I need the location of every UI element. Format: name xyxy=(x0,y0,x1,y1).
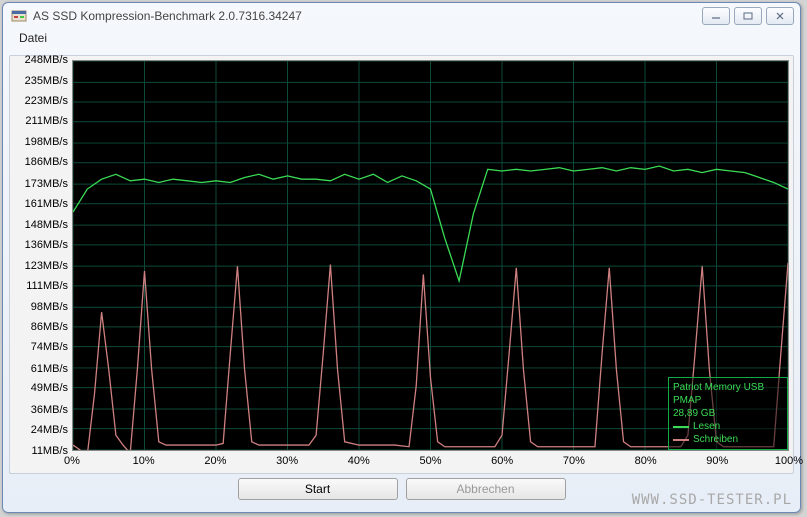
app-icon xyxy=(11,8,27,24)
legend-read-label: Lesen xyxy=(693,420,720,433)
x-tick-label: 40% xyxy=(348,455,370,467)
minimize-button[interactable] xyxy=(702,7,730,25)
y-tick-label: 223MB/s xyxy=(25,95,68,107)
menu-file[interactable]: Datei xyxy=(13,29,53,47)
cancel-button[interactable]: Abbrechen xyxy=(406,478,566,500)
y-tick-label: 186MB/s xyxy=(25,156,68,168)
x-tick-label: 100% xyxy=(775,455,803,467)
maximize-button[interactable] xyxy=(734,7,762,25)
legend-model: PMAP xyxy=(673,394,783,407)
legend-read-swatch xyxy=(673,426,689,428)
window-title: AS SSD Kompression-Benchmark 2.0.7316.34… xyxy=(31,9,702,23)
x-tick-label: 80% xyxy=(635,455,657,467)
legend-write-label: Schreiben xyxy=(693,433,738,446)
y-tick-label: 136MB/s xyxy=(25,239,68,251)
x-tick-label: 90% xyxy=(706,455,728,467)
legend-write-swatch xyxy=(673,439,689,441)
y-tick-label: 148MB/s xyxy=(25,219,68,231)
x-tick-label: 0% xyxy=(64,455,80,467)
legend-size: 28,89 GB xyxy=(673,407,783,420)
legend-read-row: Lesen xyxy=(673,420,783,433)
y-tick-label: 61MB/s xyxy=(31,363,68,375)
y-tick-label: 173MB/s xyxy=(25,178,68,190)
chart-area: Patriot Memory USB PMAP 28,89 GB Lesen S… xyxy=(72,60,789,451)
x-tick-label: 70% xyxy=(563,455,585,467)
legend-box: Patriot Memory USB PMAP 28,89 GB Lesen S… xyxy=(668,377,788,450)
y-tick-label: 86MB/s xyxy=(31,321,68,333)
y-tick-label: 24MB/s xyxy=(31,424,68,436)
y-tick-label: 123MB/s xyxy=(25,260,68,272)
x-tick-label: 30% xyxy=(276,455,298,467)
y-tick-label: 111MB/s xyxy=(26,280,68,292)
x-tick-label: 10% xyxy=(133,455,155,467)
y-tick-label: 235MB/s xyxy=(25,75,68,87)
client-area: 11MB/s 24MB/s 36MB/s 49MB/s 61MB/s 74MB/s 86MB… xyxy=(9,55,794,474)
window-controls xyxy=(702,7,794,25)
menu-bar: Datei xyxy=(3,29,800,53)
y-tick-label: 211MB/s xyxy=(25,115,68,127)
y-axis-labels: 11MB/s24MB/s36MB/s49MB/s61MB/s74MB/s86MB… xyxy=(12,60,70,451)
y-tick-label: 36MB/s xyxy=(31,404,68,416)
y-tick-label: 98MB/s xyxy=(31,301,68,313)
titlebar[interactable]: AS SSD Kompression-Benchmark 2.0.7316.34… xyxy=(3,3,800,29)
x-tick-label: 20% xyxy=(204,455,226,467)
legend-device: Patriot Memory USB xyxy=(673,381,783,394)
y-tick-label: 74MB/s xyxy=(31,341,68,353)
y-tick-label: 49MB/s xyxy=(31,382,68,394)
watermark: www.ssd-tester.pl xyxy=(632,492,792,508)
legend-write-row: Schreiben xyxy=(673,433,783,446)
y-tick-label: 11MB/s xyxy=(32,445,68,457)
x-axis-labels: 0%10%20%30%40%50%60%70%80%90%100% xyxy=(72,453,789,471)
start-button[interactable]: Start xyxy=(238,478,398,500)
app-window: AS SSD Kompression-Benchmark 2.0.7316.34… xyxy=(2,2,801,513)
close-button[interactable] xyxy=(766,7,794,25)
y-tick-label: 161MB/s xyxy=(25,198,68,210)
x-tick-label: 60% xyxy=(491,455,513,467)
x-tick-label: 50% xyxy=(419,455,441,467)
y-tick-label: 248MB/s xyxy=(25,54,68,66)
y-tick-label: 198MB/s xyxy=(25,136,68,148)
